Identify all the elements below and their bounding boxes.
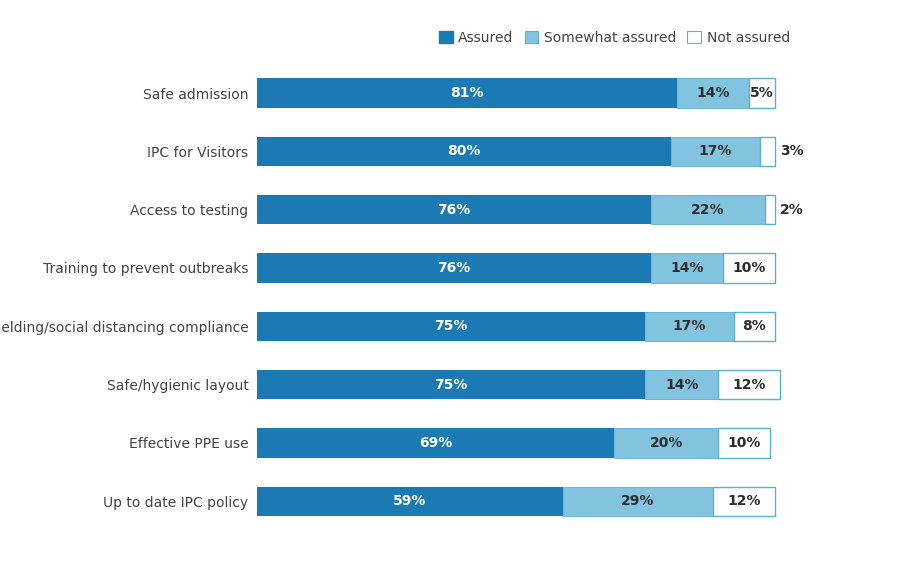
Text: 12%: 12% (727, 494, 761, 508)
Text: 80%: 80% (447, 144, 481, 158)
Bar (614, 428, 718, 457)
Text: 5%: 5% (750, 86, 774, 100)
Text: 3%: 3% (780, 144, 804, 158)
Bar (646, 370, 718, 399)
Bar (651, 195, 765, 224)
Bar (651, 254, 724, 282)
Text: 10%: 10% (733, 261, 766, 275)
Bar (257, 137, 671, 166)
Bar (671, 137, 759, 166)
Bar (257, 195, 651, 224)
Text: 59%: 59% (393, 494, 426, 508)
Text: 14%: 14% (696, 86, 730, 100)
Bar (734, 312, 775, 341)
Text: 20%: 20% (649, 436, 683, 450)
Text: 14%: 14% (665, 378, 699, 392)
Bar (562, 487, 713, 516)
Bar (257, 312, 646, 341)
Bar (749, 79, 775, 108)
Text: 22%: 22% (691, 203, 724, 217)
Bar (646, 312, 734, 341)
Bar (759, 137, 775, 166)
Bar (257, 487, 562, 516)
Text: 76%: 76% (437, 203, 470, 217)
Text: 17%: 17% (699, 144, 732, 158)
Bar (257, 428, 614, 457)
Bar (718, 428, 770, 457)
Bar (257, 79, 677, 108)
Text: 8%: 8% (743, 319, 767, 333)
Text: 81%: 81% (450, 86, 483, 100)
Text: 75%: 75% (435, 378, 468, 392)
Bar (677, 79, 749, 108)
Bar (257, 254, 651, 282)
Bar (765, 195, 775, 224)
Text: 12%: 12% (733, 378, 766, 392)
Text: 76%: 76% (437, 261, 470, 275)
Text: 10%: 10% (727, 436, 761, 450)
Bar (257, 370, 646, 399)
Bar (718, 370, 780, 399)
Bar (713, 487, 775, 516)
Text: 29%: 29% (621, 494, 655, 508)
Bar (724, 254, 775, 282)
Text: 2%: 2% (780, 203, 804, 217)
Text: 69%: 69% (419, 436, 452, 450)
Text: 17%: 17% (673, 319, 706, 333)
Legend: Assured, Somewhat assured, Not assured: Assured, Somewhat assured, Not assured (433, 25, 796, 50)
Text: 75%: 75% (435, 319, 468, 333)
Text: 14%: 14% (670, 261, 703, 275)
